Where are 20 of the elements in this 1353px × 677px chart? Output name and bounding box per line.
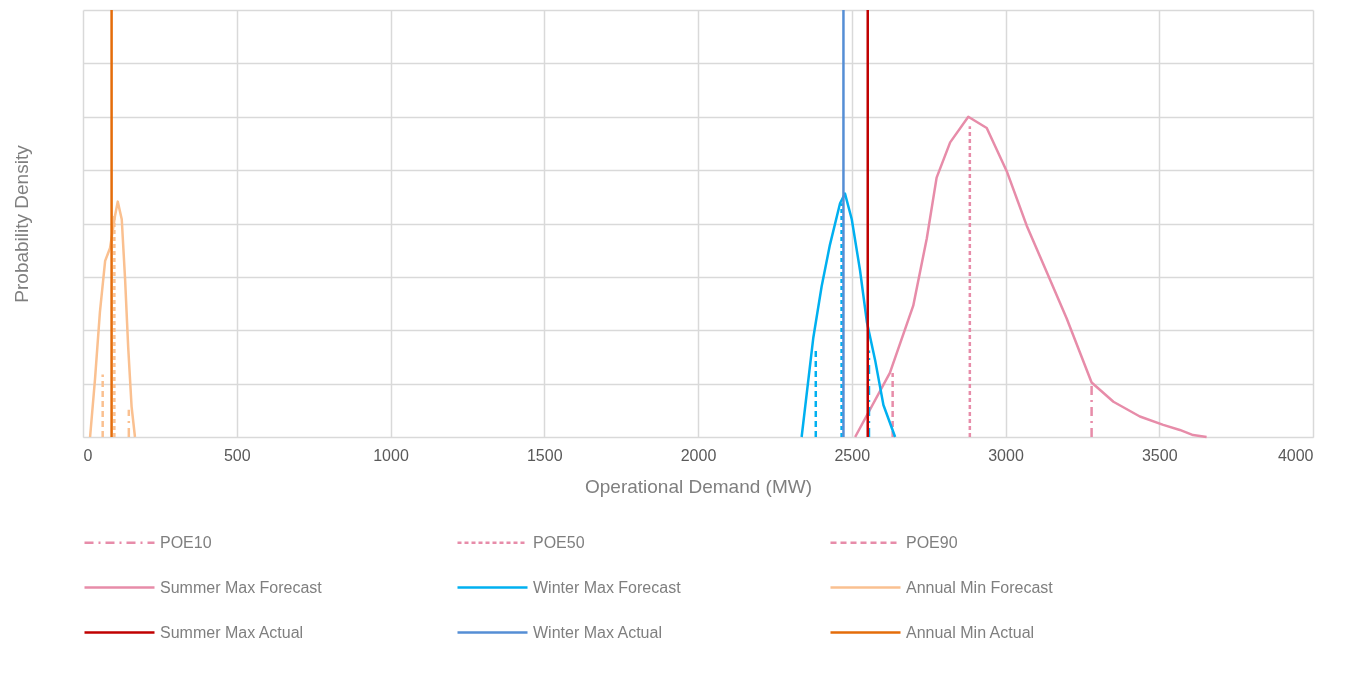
legend-label: POE50 (533, 533, 585, 551)
x-tick-label: 3000 (988, 446, 1024, 464)
legend-label: Annual Min Actual (906, 623, 1035, 641)
y-axis-title: Probability Density (10, 144, 32, 303)
x-axis-title: Operational Demand (MW) (584, 475, 813, 497)
legend-label: Summer Max Forecast (160, 578, 323, 596)
legend-label: Annual Min Forecast (906, 578, 1054, 596)
legend-label: Summer Max Actual (160, 623, 304, 641)
x-tick-label: 2000 (680, 446, 717, 464)
legend-label: Winter Max Forecast (533, 578, 682, 596)
x-tick-label: 500 (223, 446, 251, 464)
legend-label: POE90 (906, 533, 958, 551)
legend-label: Winter Max Actual (533, 623, 662, 641)
legend-label: POE10 (160, 533, 212, 551)
x-tick-label: 3500 (1141, 446, 1178, 464)
x-tick-label: 0 (83, 446, 93, 464)
x-tick-label: 1500 (526, 446, 563, 464)
x-tick-label: 2500 (834, 446, 871, 464)
x-tick-label: 1000 (373, 446, 409, 464)
x-tick-label: 4000 (1277, 446, 1314, 464)
